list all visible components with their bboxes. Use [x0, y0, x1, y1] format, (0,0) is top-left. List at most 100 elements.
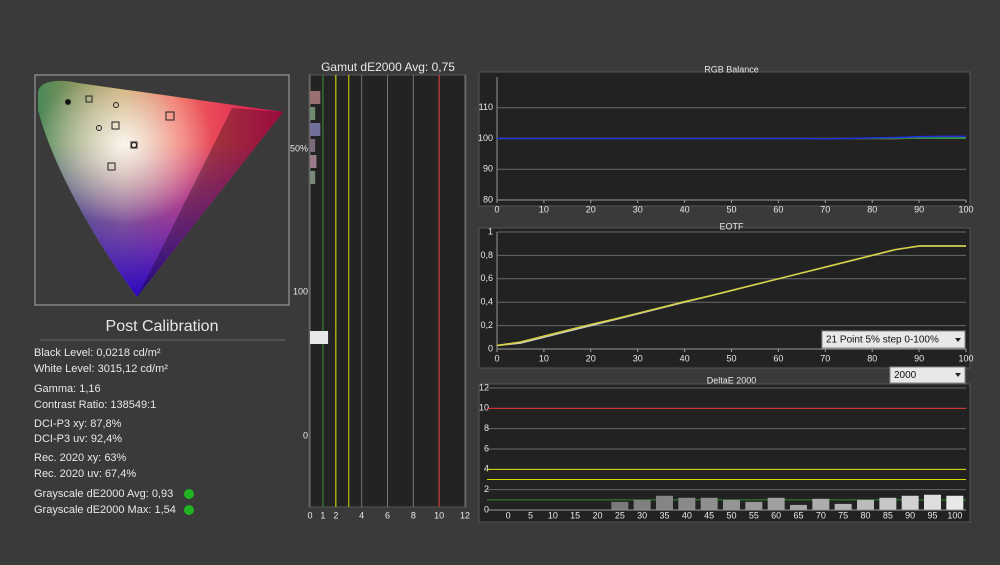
stat-line: Rec. 2020 xy: 63%: [34, 452, 127, 464]
x-tick-label: 2: [333, 510, 338, 520]
y-tick-label: 80: [483, 194, 493, 204]
bar: [656, 495, 673, 510]
stat-line: Black Level: 0,0218 cd/m²: [34, 347, 161, 359]
x-tick-label: 10: [434, 510, 444, 520]
bar: [310, 331, 329, 344]
bar: [879, 497, 897, 510]
series-line: [496, 245, 966, 347]
x-tick-label: 0: [307, 510, 312, 520]
y-tick-label: 100: [478, 133, 493, 143]
y-label: 0: [303, 430, 308, 440]
x-tick-label: 65: [793, 510, 803, 520]
stat-line: DCI-P3 xy: 87,8%: [34, 418, 122, 430]
x-tick-label: 80: [860, 510, 870, 520]
y-tick-label: 0: [488, 343, 493, 353]
x-tick-label: 80: [867, 353, 877, 363]
y-tick-label: 10: [479, 403, 489, 413]
x-tick-label: 35: [659, 510, 669, 520]
y-tick-label: 0: [484, 504, 489, 514]
x-tick-label: 50: [726, 353, 736, 363]
x-tick-label: 50: [726, 204, 736, 214]
x-tick-label: 25: [615, 510, 625, 520]
x-tick-label: 45: [704, 510, 714, 520]
stat-line: Grayscale dE2000 Avg: 0,93: [34, 488, 173, 500]
stat-line: Gamma: 1,16: [34, 383, 101, 395]
x-tick-label: 10: [539, 204, 549, 214]
bar: [812, 498, 830, 510]
bar: [310, 155, 317, 168]
x-tick-label: 5: [528, 510, 533, 520]
x-tick-label: 30: [633, 353, 643, 363]
x-tick-label: 0: [494, 204, 499, 214]
x-tick-label: 40: [680, 353, 690, 363]
stat-line: Rec. 2020 uv: 67,4%: [34, 468, 136, 480]
dropdown-label[interactable]: 2000: [894, 370, 917, 381]
chart-title: DeltaE 2000: [707, 375, 757, 385]
y-tick-label: 4: [484, 464, 489, 474]
x-tick-label: 85: [883, 510, 893, 520]
x-tick-label: 0: [494, 353, 499, 363]
x-tick-label: 100: [947, 510, 962, 520]
x-tick-label: 40: [680, 204, 690, 214]
x-tick-label: 90: [914, 353, 924, 363]
x-tick-label: 70: [820, 204, 830, 214]
x-tick-label: 60: [771, 510, 781, 520]
x-tick-label: 1: [320, 510, 325, 520]
bar: [946, 495, 964, 510]
y-tick-label: 110: [479, 102, 493, 112]
x-tick-label: 90: [905, 510, 915, 520]
x-tick-label: 10: [548, 510, 558, 520]
x-tick-label: 60: [773, 204, 783, 214]
dropdown[interactable]: [821, 330, 966, 349]
x-tick-label: 100: [958, 204, 973, 214]
cie-markers: [65, 95, 175, 171]
x-tick-label: 12: [460, 510, 470, 520]
bar: [310, 139, 316, 152]
bar: [633, 499, 651, 510]
x-tick-label: 40: [682, 510, 692, 520]
x-tick-label: 70: [816, 510, 826, 520]
y-tick-label: 0,2: [480, 320, 493, 330]
bar: [767, 497, 785, 510]
x-tick-label: 10: [539, 353, 549, 363]
y-tick-label: 1: [488, 226, 493, 236]
y-tick-label: 8: [484, 423, 489, 433]
x-tick-label: 80: [867, 204, 877, 214]
stats-title: Post Calibration: [106, 318, 219, 335]
bar: [700, 497, 718, 510]
x-tick-label: 30: [633, 204, 643, 214]
bar: [310, 107, 316, 120]
x-tick-label: 100: [958, 353, 973, 363]
x-tick-label: 90: [914, 204, 924, 214]
x-tick-label: 70: [820, 353, 830, 363]
bar: [723, 499, 740, 510]
bar: [611, 501, 629, 510]
stat-line: Contrast Ratio: 138549:1: [34, 399, 156, 411]
y-tick-label: 90: [483, 164, 493, 174]
bar: [678, 497, 696, 510]
x-tick-label: 30: [637, 510, 647, 520]
bar: [790, 504, 807, 510]
dropdown-label[interactable]: 21 Point 5% step 0-100%: [826, 335, 939, 346]
stat-line: DCI-P3 uv: 92,4%: [34, 433, 122, 445]
y-tick-label: 6: [484, 443, 489, 453]
bar: [310, 123, 321, 136]
bar: [310, 91, 321, 104]
x-tick-label: 20: [586, 204, 596, 214]
x-tick-label: 20: [592, 510, 602, 520]
y-tick-label: 12: [479, 382, 489, 392]
bar: [834, 503, 852, 510]
x-tick-label: 8: [411, 510, 416, 520]
status-dot: [184, 505, 194, 515]
y-label: 100: [293, 286, 308, 296]
chart-title: EOTF: [720, 221, 745, 231]
x-tick-label: 20: [586, 353, 596, 363]
x-tick-label: 55: [749, 510, 759, 520]
y-tick-label: 2: [484, 484, 489, 494]
dropdown[interactable]: [889, 366, 966, 384]
stat-line: White Level: 3015,12 cd/m²: [34, 363, 168, 375]
y-tick-label: 0,6: [480, 273, 493, 283]
x-tick-label: 0: [506, 510, 511, 520]
